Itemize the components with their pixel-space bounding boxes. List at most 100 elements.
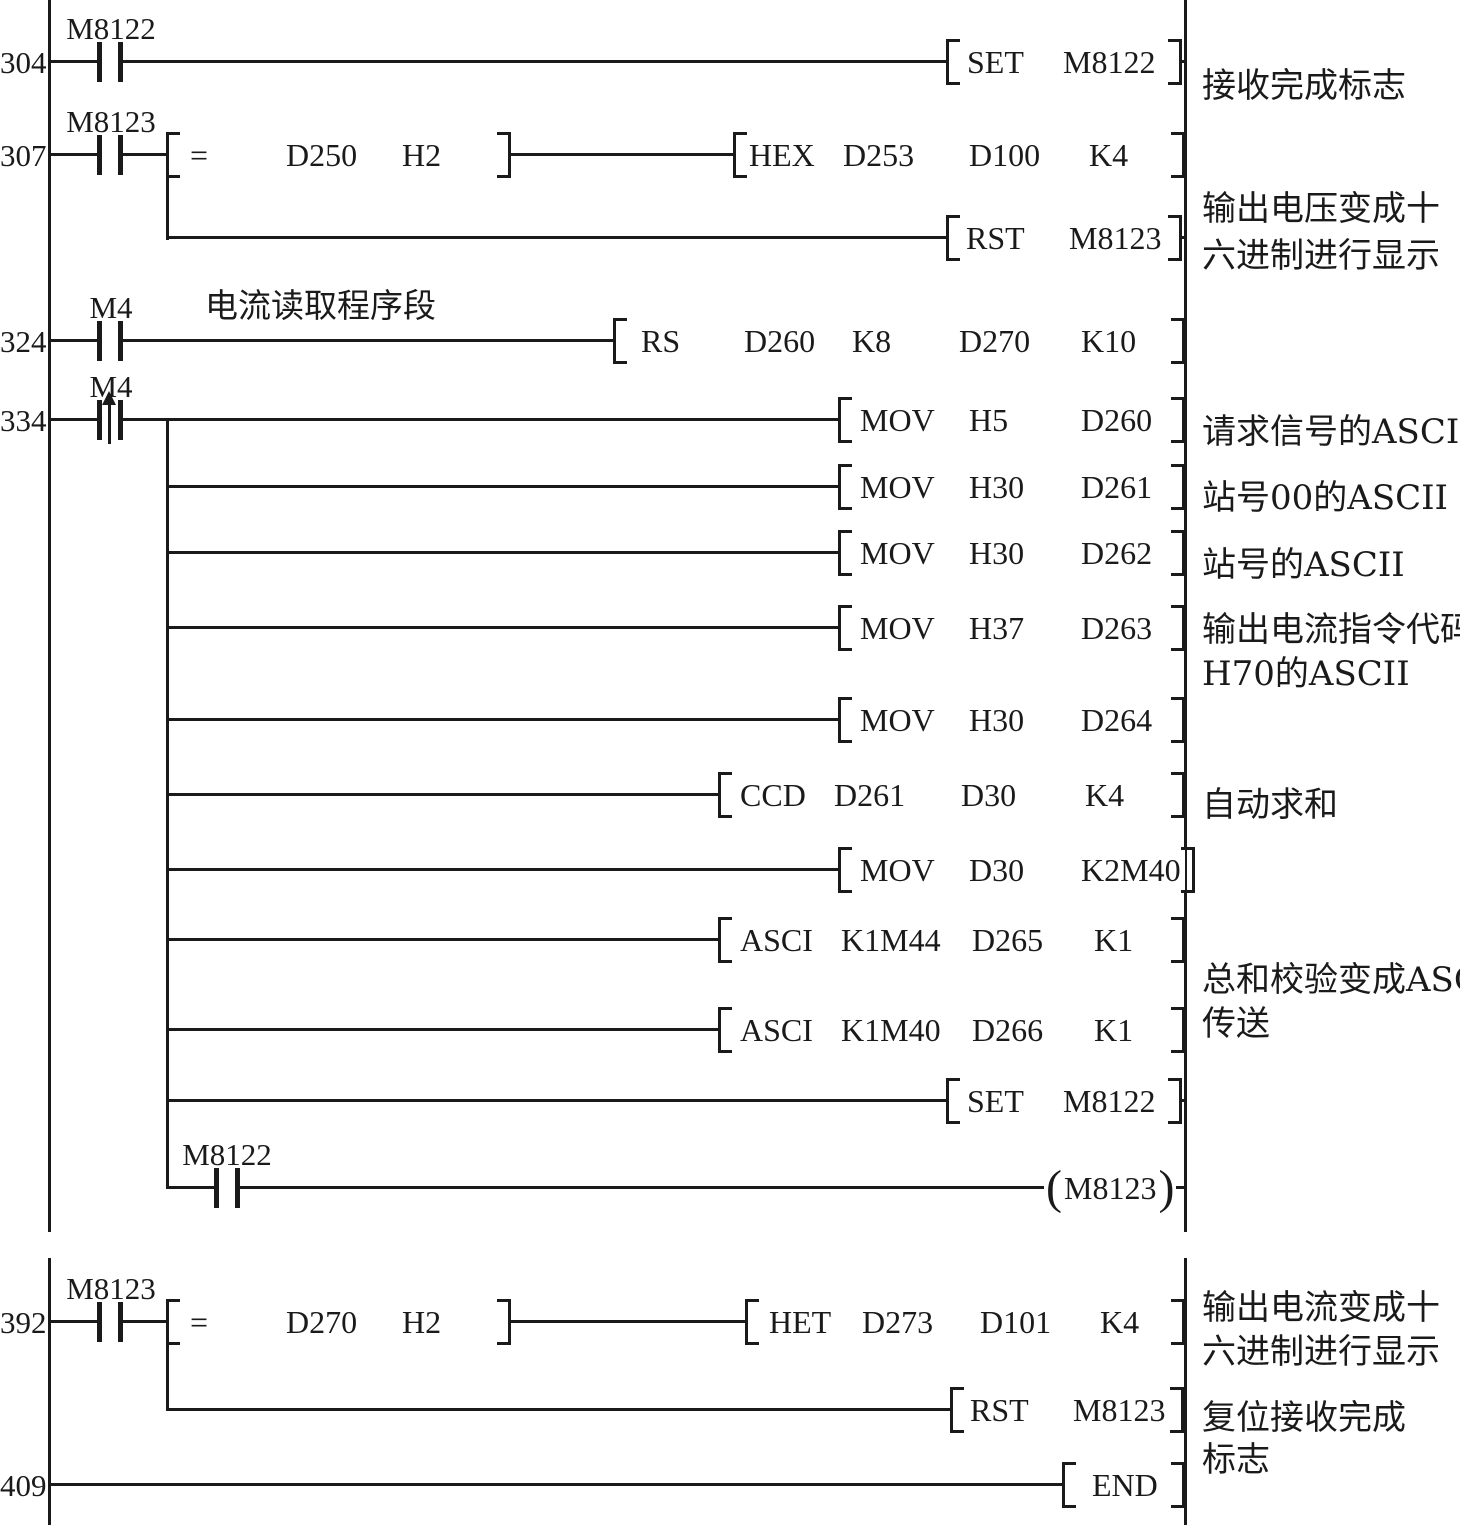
instruction-block-set-m8122: SET M8122 bbox=[946, 39, 1182, 85]
right-bracket-icon bbox=[1168, 39, 1182, 85]
compare-operator: = bbox=[190, 137, 209, 173]
instruction-block-mov-h30-d262: MOV H30 D262 bbox=[838, 530, 1185, 576]
compare-operand: D270 bbox=[286, 1304, 358, 1340]
right-bracket-icon bbox=[1171, 697, 1185, 743]
rung-comment: 输出电流指令代码 bbox=[1202, 610, 1460, 650]
right-bracket-icon bbox=[1171, 132, 1185, 178]
left-bracket-icon bbox=[838, 847, 852, 893]
left-bracket-icon bbox=[838, 697, 852, 743]
right-bracket-icon bbox=[1171, 605, 1185, 651]
instruction-operand: D253 bbox=[843, 137, 915, 173]
compare-operand: H2 bbox=[402, 1304, 442, 1340]
rung-comment: 六进制进行显示 bbox=[1202, 1332, 1440, 1372]
instruction-block-mov-h37-d263: MOV H37 D263 bbox=[838, 605, 1185, 651]
rung-comment: 接收完成标志 bbox=[1202, 66, 1406, 106]
instruction-block-end: END bbox=[1062, 1462, 1185, 1508]
instruction-operand: K1M40 bbox=[841, 1012, 941, 1048]
coil-m8123: ( M8123 ) bbox=[1044, 1161, 1177, 1214]
contact-m8122-304 bbox=[97, 42, 123, 82]
coil-right-paren-icon: ) bbox=[1158, 1161, 1175, 1214]
instruction-opcode: MOV bbox=[860, 852, 935, 888]
right-bracket-icon bbox=[497, 1299, 511, 1345]
instruction-operand: M8123 bbox=[1069, 220, 1162, 256]
instruction-opcode: RST bbox=[970, 1392, 1029, 1428]
branch-rung-b6 bbox=[166, 793, 1186, 796]
instruction-opcode: ASCI bbox=[740, 1012, 813, 1048]
rung-line-307 bbox=[49, 153, 1186, 156]
step-number-304: 304 bbox=[0, 45, 47, 80]
coil-label: M8123 bbox=[1063, 1170, 1157, 1206]
rung-comment: 标志 bbox=[1202, 1440, 1270, 1480]
contact-label-m8122: M8122 bbox=[66, 11, 156, 46]
instruction-opcode: RS bbox=[641, 323, 681, 359]
contact-m4-324 bbox=[97, 321, 123, 361]
left-bracket-icon bbox=[718, 1007, 732, 1053]
step-number-307: 307 bbox=[0, 138, 47, 173]
section-comment: 电流读取程序段 bbox=[205, 286, 436, 325]
left-bracket-icon bbox=[838, 530, 852, 576]
instruction-operand: H30 bbox=[969, 702, 1025, 738]
compare-block-eq-d250: = D250 H2 bbox=[166, 132, 511, 178]
contact-m8123-392 bbox=[97, 1302, 123, 1342]
instruction-opcode: SET bbox=[967, 1083, 1024, 1119]
rung-line-392 bbox=[49, 1320, 1186, 1323]
rung-comment: 请求信号的ASCII bbox=[1202, 412, 1460, 452]
rung-comment: 六进制进行显示 bbox=[1202, 236, 1440, 276]
instruction-operand: K4 bbox=[1085, 777, 1125, 813]
instruction-block-hex: HEX D253 D100 K4 bbox=[733, 132, 1185, 178]
right-bracket-icon bbox=[1171, 772, 1185, 818]
instruction-operand: D261 bbox=[1081, 469, 1153, 505]
compare-block-eq-d270: = D270 H2 bbox=[166, 1299, 511, 1345]
right-bracket-icon bbox=[1168, 215, 1182, 261]
instruction-block-set-m8122-branch: SET M8122 bbox=[946, 1078, 1182, 1124]
branch-rung-coil bbox=[166, 1186, 1186, 1189]
rung-comment: 站号的ASCII bbox=[1202, 545, 1405, 585]
instruction-opcode: CCD bbox=[740, 777, 806, 813]
right-power-rail-bottom bbox=[1184, 1258, 1187, 1525]
instruction-operand: D261 bbox=[834, 777, 906, 813]
instruction-opcode: MOV bbox=[860, 610, 935, 646]
instruction-operand: K10 bbox=[1081, 323, 1137, 359]
instruction-opcode: MOV bbox=[860, 469, 935, 505]
instruction-operand: D263 bbox=[1081, 610, 1153, 646]
instruction-block-mov-d30-k2m40: MOV D30 K2M40 bbox=[838, 847, 1195, 893]
right-bracket-icon bbox=[1171, 917, 1185, 963]
instruction-opcode: END bbox=[1092, 1467, 1158, 1503]
left-bracket-icon bbox=[733, 132, 747, 178]
compare-operator: = bbox=[190, 1304, 209, 1340]
left-bracket-icon bbox=[946, 215, 960, 261]
instruction-operand: K1M44 bbox=[841, 922, 941, 958]
instruction-opcode: HEX bbox=[749, 137, 815, 173]
branch-rung-b4 bbox=[166, 626, 1186, 629]
right-bracket-icon bbox=[1171, 1007, 1185, 1053]
coil-left-paren-icon: ( bbox=[1046, 1161, 1062, 1214]
branch-rung-b7 bbox=[166, 868, 1186, 871]
branch-rung-b10 bbox=[166, 1099, 1186, 1102]
right-bracket-icon bbox=[1171, 1299, 1185, 1345]
instruction-operand: K8 bbox=[852, 323, 892, 359]
branch-rung-rst-307 bbox=[166, 236, 1186, 239]
instruction-operand: H5 bbox=[969, 402, 1009, 438]
instruction-operand: H30 bbox=[969, 469, 1025, 505]
instruction-operand: D266 bbox=[972, 1012, 1044, 1048]
contact-label-m8123: M8123 bbox=[66, 104, 156, 139]
right-bracket-icon bbox=[1171, 1462, 1185, 1508]
instruction-operand: D101 bbox=[980, 1304, 1052, 1340]
instruction-opcode: MOV bbox=[860, 702, 935, 738]
rung-comment: 自动求和 bbox=[1202, 785, 1338, 825]
branch-rung-rst-392 bbox=[166, 1408, 1186, 1411]
branch-rung-b5 bbox=[166, 718, 1186, 721]
compare-operand: D250 bbox=[286, 137, 358, 173]
step-number-334: 334 bbox=[0, 403, 47, 438]
instruction-opcode: HET bbox=[769, 1304, 832, 1340]
contact-m8123-307 bbox=[97, 135, 123, 175]
instruction-operand: M8122 bbox=[1063, 44, 1156, 80]
branch-rung-b8 bbox=[166, 938, 1186, 941]
instruction-operand: D270 bbox=[959, 323, 1031, 359]
instruction-operand: K4 bbox=[1100, 1304, 1140, 1340]
right-bracket-icon bbox=[1168, 1078, 1182, 1124]
contact-label-m8122-branch: M8122 bbox=[182, 1137, 272, 1172]
left-bracket-icon bbox=[166, 132, 180, 178]
left-bracket-icon bbox=[718, 917, 732, 963]
